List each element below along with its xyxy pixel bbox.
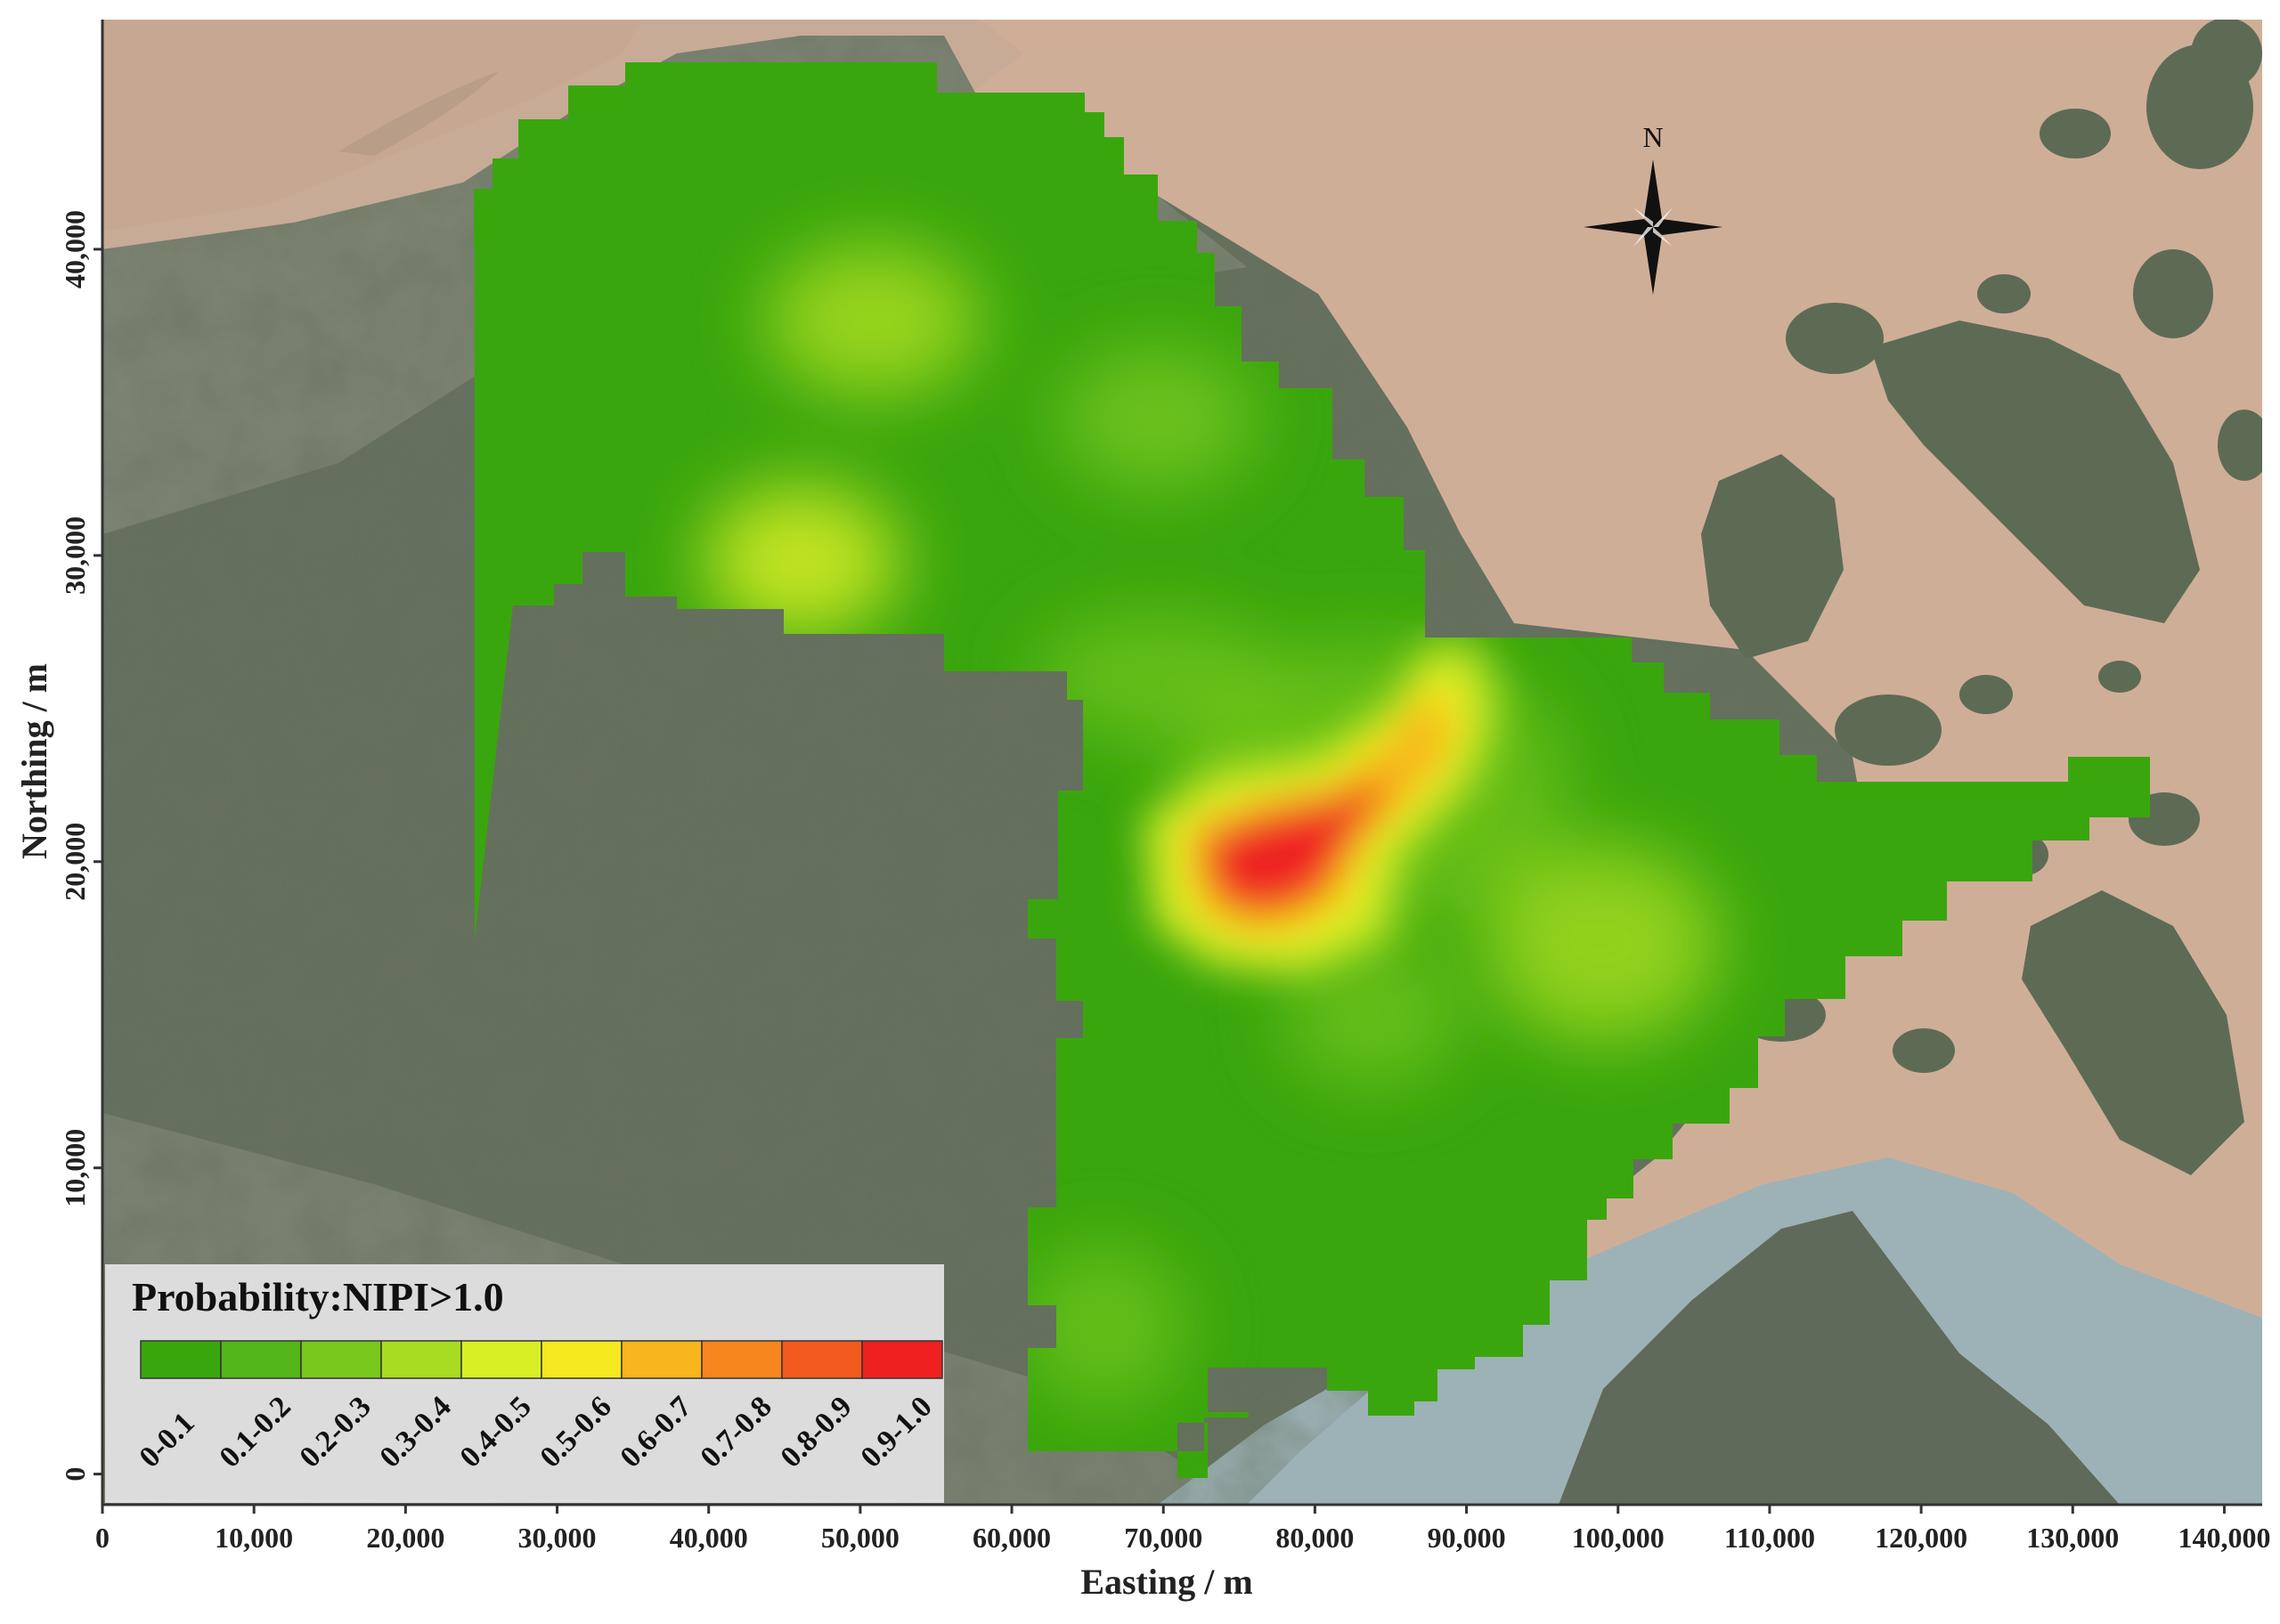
- river-sandbar: [338, 71, 499, 156]
- y-tick-label: 10,000: [59, 1129, 91, 1207]
- islet: [1835, 694, 1942, 766]
- y-tick-label: 40,000: [59, 210, 91, 288]
- probability-zone: [1282, 944, 1461, 1086]
- x-tick-label: 80,000: [1275, 1522, 1354, 1554]
- legend-swatch: [220, 1340, 302, 1379]
- north-arrow: N: [1584, 121, 1722, 295]
- islet: [2191, 20, 2262, 89]
- southern-land: [1559, 1211, 2120, 1505]
- legend-swatches: [140, 1340, 943, 1379]
- x-tick-label: 100,000: [1572, 1522, 1665, 1554]
- legend-swatch: [621, 1340, 703, 1379]
- legend-swatch: [781, 1340, 863, 1379]
- islet: [2040, 109, 2111, 158]
- x-tick-label: 130,000: [2026, 1522, 2119, 1554]
- x-axis-label: Easting / m: [1080, 1562, 1252, 1602]
- legend-swatch: [861, 1340, 943, 1379]
- north-arrow-needle-south: [1644, 227, 1662, 295]
- x-tick-label: 120,000: [1875, 1522, 1967, 1554]
- islet: [2133, 249, 2213, 338]
- y-tick-label: 20,000: [59, 823, 91, 901]
- y-tick-label: 30,000: [59, 516, 91, 595]
- x-tick-label: 10,000: [215, 1522, 293, 1554]
- probability-zone: [1487, 846, 1719, 1042]
- legend-swatch: [140, 1340, 222, 1379]
- y-axis-label: Northing / m: [14, 663, 54, 859]
- islet: [1786, 303, 1884, 374]
- north-arrow-needle-west: [1584, 219, 1653, 235]
- northern-river: [102, 20, 641, 231]
- x-tick-label: 20,000: [366, 1522, 444, 1554]
- north-arrow-label: N: [1642, 121, 1663, 153]
- y-tick-label: 0: [59, 1467, 91, 1482]
- x-tick-label: 90,000: [1428, 1522, 1506, 1554]
- legend-title: Probability:NIPI>1.0: [132, 1274, 504, 1320]
- legend-swatch: [380, 1340, 462, 1379]
- legend-swatch: [541, 1340, 623, 1379]
- legend-swatch: [701, 1340, 783, 1379]
- probability-zone: [704, 485, 900, 637]
- islet: [2218, 410, 2262, 481]
- legend: Probability:NIPI>1.0 0-0.1 0.1-0.20.2-0.3…: [105, 1264, 944, 1503]
- probability-hotspot: [1211, 797, 1363, 904]
- x-tick-label: 110,000: [1724, 1522, 1815, 1554]
- islet: [1893, 1028, 1955, 1073]
- legend-swatch: [300, 1340, 382, 1379]
- probability-zone: [1060, 347, 1256, 490]
- x-tick-label: 140,000: [2178, 1522, 2270, 1554]
- north-arrow-diag: [1653, 227, 1673, 247]
- north-arrow-needle-east: [1653, 219, 1722, 235]
- x-tick-label: 50,000: [821, 1522, 900, 1554]
- north-arrow-diag: [1653, 207, 1673, 227]
- probability-zone: [766, 245, 980, 396]
- north-arrow-diag: [1633, 227, 1653, 247]
- islet: [2098, 661, 2141, 693]
- island-large: [1870, 321, 2200, 623]
- legend-background: [105, 1264, 944, 1503]
- islet: [1977, 274, 2031, 313]
- x-tick-label: 30,000: [518, 1522, 597, 1554]
- north-arrow-needle-north: [1644, 159, 1662, 227]
- island-east-south: [2022, 890, 2244, 1175]
- x-tick-label: 70,000: [1124, 1522, 1202, 1554]
- x-tick-label: 40,000: [670, 1522, 748, 1554]
- x-axis-ticks: 0 10,000 20,000 30,000 40,000 50,000 60,000 70,…: [95, 1505, 2270, 1554]
- probability-zone: [1024, 1246, 1185, 1407]
- axes: 0 10,000 20,000 30,000 40,000 50,000 60,000 70,…: [14, 20, 2270, 1602]
- north-arrow-diag: [1633, 207, 1653, 227]
- x-tick-label: 0: [95, 1522, 110, 1554]
- x-tick-label: 60,000: [973, 1522, 1051, 1554]
- island-mid: [1701, 454, 1844, 659]
- islet: [1959, 675, 2013, 714]
- y-axis-ticks: 0 10,000 20,000 30,000 40,000: [59, 210, 102, 1482]
- legend-swatch: [460, 1340, 542, 1379]
